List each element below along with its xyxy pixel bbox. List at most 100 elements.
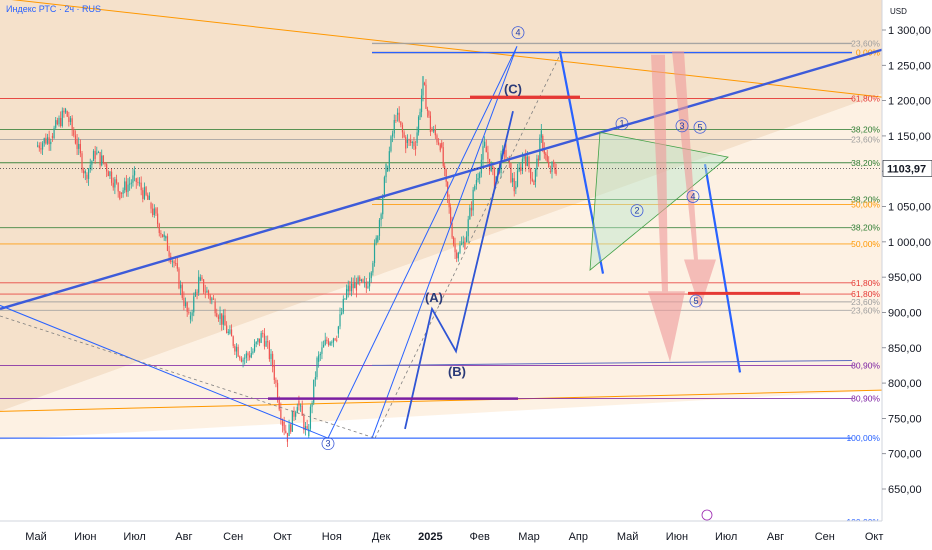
- candle-body: [464, 241, 466, 250]
- long-trendline: [0, 48, 883, 311]
- candle-body: [324, 339, 326, 345]
- candle-body: [349, 285, 351, 292]
- candle-body: [308, 428, 310, 437]
- price-axis-bg: [882, 0, 932, 550]
- fib-label: 38,20%: [851, 125, 880, 135]
- candle-body: [272, 353, 274, 367]
- time-axis[interactable]: Май Июн Июл Авг Сен Окт Ноя Дек 2025 Фев Мар Апр Май…: [0, 509, 883, 550]
- candle-body: [137, 181, 139, 183]
- candle-body: [431, 128, 433, 132]
- candle-body: [209, 295, 211, 301]
- candle-body: [342, 299, 344, 313]
- candle-body: [153, 208, 155, 216]
- candle-body: [359, 277, 361, 281]
- candle-body: [422, 76, 424, 96]
- candle-body: [83, 170, 85, 174]
- candle-body: [513, 178, 515, 192]
- candle-body: [188, 311, 190, 313]
- candle-body: [55, 120, 57, 128]
- candle-body: [193, 296, 195, 313]
- candle-body: [444, 165, 446, 170]
- candle-body: [58, 117, 60, 125]
- wave-decline-line: [558, 50, 605, 274]
- time-tick-label: Май: [617, 531, 639, 543]
- candle-body: [81, 153, 83, 171]
- candle-body: [465, 236, 468, 242]
- candle-body: [56, 120, 58, 125]
- candle-body: [505, 150, 507, 158]
- candle-body: [298, 400, 300, 406]
- candle-body: [372, 263, 374, 273]
- time-tick-label: Июл: [123, 531, 145, 543]
- candle-body: [138, 182, 141, 184]
- candle-body: [451, 222, 453, 238]
- candle-body: [400, 121, 402, 125]
- candle-body: [60, 117, 62, 126]
- candle-body: [173, 261, 175, 264]
- lightning-icon: [701, 509, 713, 521]
- red-arrow-1: [648, 54, 685, 362]
- candle-body: [316, 357, 318, 378]
- candle-body: [380, 214, 382, 220]
- fib-label: 23,60%: [851, 305, 880, 315]
- candle-body: [102, 155, 104, 163]
- candle-body: [276, 382, 279, 401]
- wave-label: (C): [504, 82, 522, 97]
- candle-body: [331, 342, 333, 344]
- candle-body: [255, 341, 257, 345]
- candle-body: [73, 130, 75, 136]
- candle-body: [219, 313, 221, 319]
- candle-body: [50, 141, 52, 145]
- candle-body: [157, 213, 159, 224]
- candle-body: [408, 139, 410, 141]
- candle-body: [485, 146, 487, 153]
- candle-body: [152, 208, 154, 216]
- candle-body: [206, 290, 208, 293]
- candle-body: [306, 426, 308, 429]
- wave-label: 5: [693, 296, 698, 306]
- candle-body: [396, 112, 399, 115]
- fib-label: 23,60%: [851, 297, 880, 307]
- candle-body: [344, 298, 346, 300]
- candle-body: [262, 333, 264, 334]
- candle-body: [145, 187, 147, 195]
- candle-body: [487, 152, 489, 159]
- candle-body: [350, 283, 353, 292]
- price-tick-label: 1 300,00: [888, 25, 931, 37]
- chart-title: Индекс РТС · 2ч · RUS: [6, 4, 102, 14]
- time-tick-label: Окт: [273, 531, 292, 543]
- candle-body: [168, 250, 170, 257]
- time-tick-label: Авг: [767, 531, 784, 543]
- candle-body: [96, 152, 98, 154]
- candle-body: [249, 355, 251, 358]
- candle-body: [178, 268, 180, 289]
- wave-label: 4: [690, 191, 695, 201]
- candle-body: [382, 196, 384, 215]
- wave-label-circle: [675, 119, 689, 133]
- candle-body: [230, 329, 233, 337]
- red-arrow-2: [672, 51, 716, 309]
- candle-body: [299, 405, 302, 407]
- candle-body: [245, 353, 247, 358]
- candle-body: [426, 108, 429, 111]
- candle-body: [341, 312, 343, 315]
- candle-body: [515, 186, 517, 189]
- candle-body: [545, 153, 547, 156]
- candle-body: [539, 137, 541, 161]
- candle-body: [99, 151, 101, 166]
- candle-body: [237, 346, 239, 357]
- candle-body: [388, 151, 390, 169]
- candle-body: [260, 333, 262, 343]
- price-candles: [37, 76, 557, 447]
- candle-body: [551, 162, 553, 172]
- candle-body: [112, 182, 114, 188]
- candle-body: [74, 135, 77, 144]
- candle-body: [410, 140, 412, 143]
- candle-body: [244, 357, 246, 359]
- candle-body: [370, 272, 372, 279]
- candle-body: [281, 420, 284, 426]
- candle-body: [63, 110, 65, 113]
- fib-label: 23,60%: [851, 38, 880, 48]
